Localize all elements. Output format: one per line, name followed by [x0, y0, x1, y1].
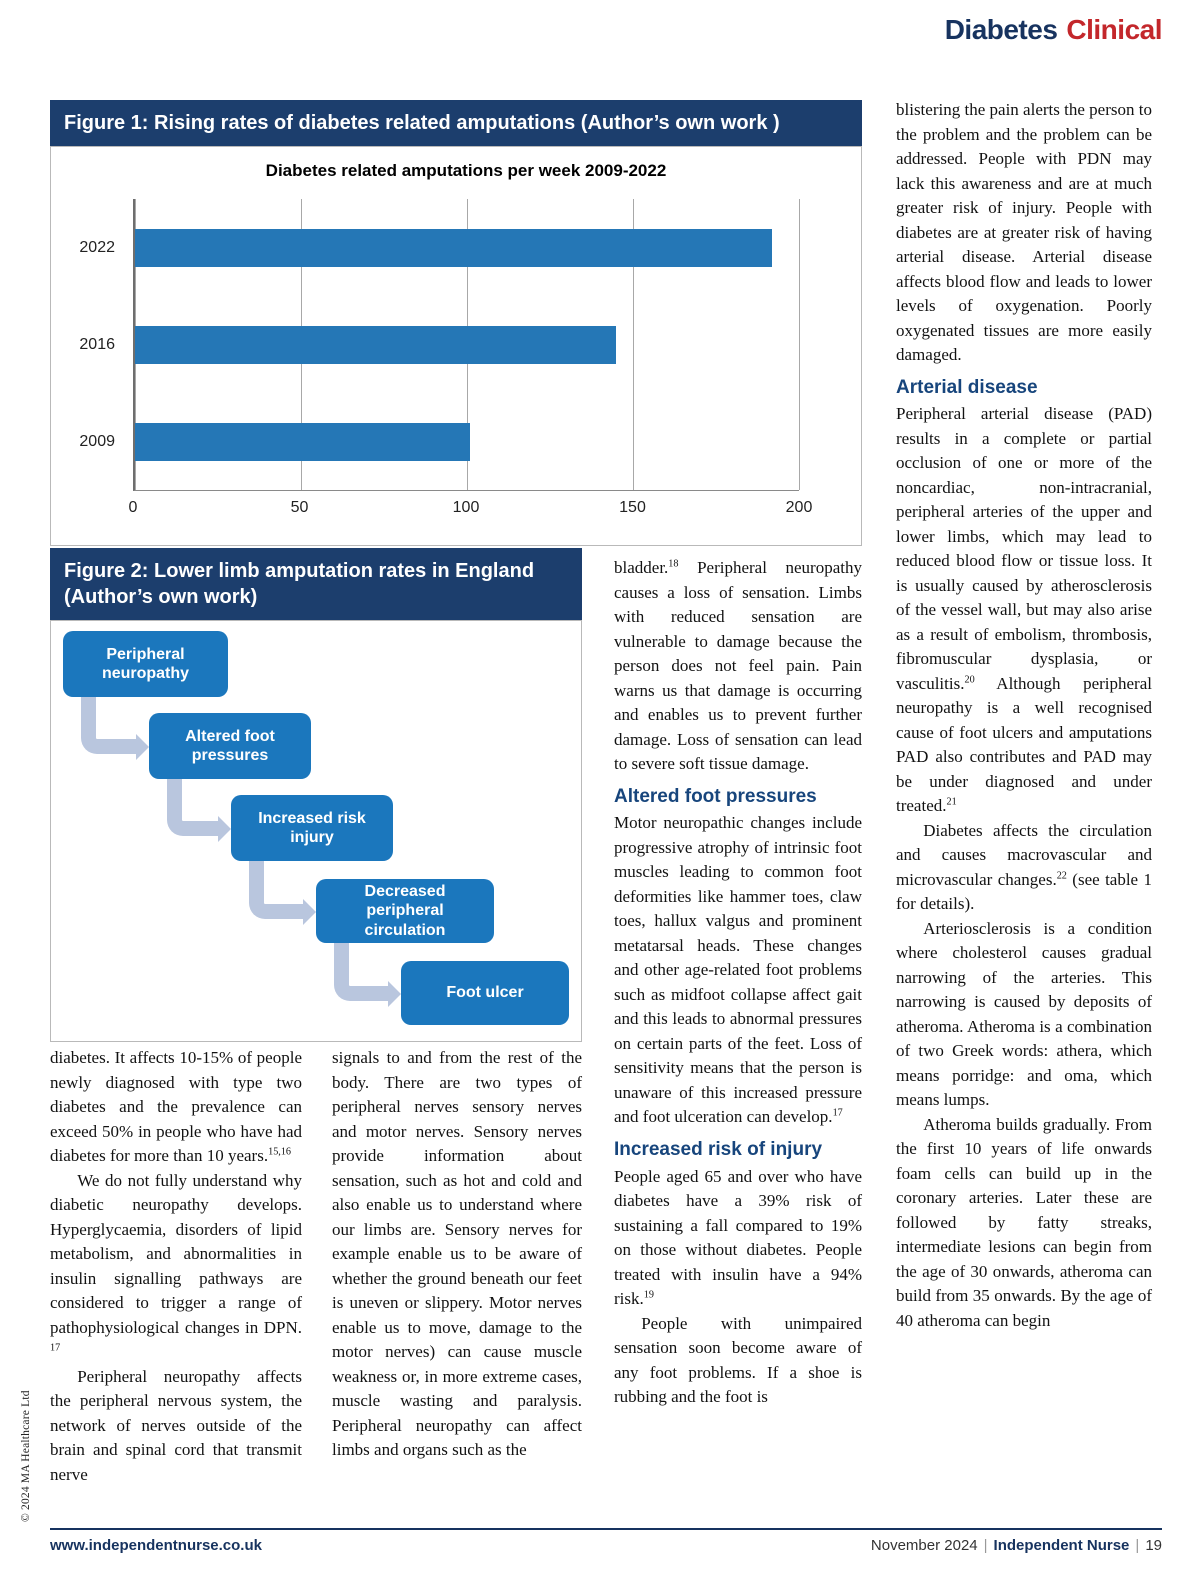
article-paragraph: Motor neuropathic changes include progre… — [614, 813, 862, 1127]
article-heading: Increased risk of injury — [614, 1138, 823, 1160]
flow-box-foot-ulcer: Foot ulcer — [401, 961, 569, 1025]
reference-superscript: 15,16 — [268, 1146, 292, 1158]
article-paragraph: Peripheral neuropathy affects the periph… — [50, 1366, 302, 1484]
footer-issue-info: November 2024 | Independent Nurse | 19 — [871, 1537, 1162, 1554]
chart-category-labels: 2022 2016 2009 — [51, 199, 127, 491]
footer-website-link[interactable]: www.independentnurse.co.uk — [50, 1537, 262, 1554]
bar-2016 — [135, 325, 617, 364]
article-paragraph: diabetes. It affects 10-15% of people ne… — [50, 1048, 302, 1165]
article-column-right: blistering the pain alerts the person to… — [896, 98, 1152, 1333]
chart-x-tick-label: 150 — [619, 499, 646, 516]
figure-2: Figure 2: Lower limb amputation rates in… — [50, 548, 582, 1042]
chart-category-label: 2022 — [79, 238, 115, 256]
article-paragraph: signals to and from the rest of the body… — [332, 1048, 582, 1459]
chart-title: Diabetes related amputations per week 20… — [265, 161, 667, 180]
figure-1-chart: Diabetes related amputations per week 20… — [50, 146, 862, 546]
footer-page-number: 19 — [1145, 1537, 1162, 1554]
masthead-section-label: Diabetes — [944, 14, 1058, 45]
copyright-notice: © 2024 MA Healthcare Ltd — [20, 1390, 32, 1522]
chart-plot — [133, 199, 800, 491]
chart-x-tick-label: 0 — [128, 499, 138, 516]
flow-arrow-icon — [167, 779, 231, 842]
chart-category-label: 2016 — [79, 335, 115, 353]
article-column-middle: bladder.18 Peripheral neuropathy causes … — [614, 556, 862, 1410]
article-paragraph: Atheroma builds gradually. From the firs… — [896, 1114, 1152, 1330]
chart-gridline — [633, 199, 634, 490]
article-paragraph: bladder.18 Peripheral neuropathy causes … — [614, 558, 862, 773]
flow-box-peripheral-neuropathy: Peripheral neuropathy — [63, 631, 228, 697]
figure-1-title: Figure 1: Rising rates of diabetes relat… — [50, 100, 862, 146]
footer-rule — [50, 1528, 1162, 1530]
page-masthead: Diabetes Clinical — [944, 14, 1163, 46]
masthead-category-label: Clinical — [1066, 14, 1162, 45]
flow-box-decreased-peripheral-circulation: Decreased peripheral circulation — [316, 879, 494, 943]
page-footer: www.independentnurse.co.uk November 2024… — [50, 1537, 1162, 1554]
flow-box-increased-risk-injury: Increased risk injury — [231, 795, 393, 861]
article-paragraph: We do not fully understand why diabetic … — [50, 1170, 302, 1354]
reference-superscript: 19 — [643, 1289, 654, 1301]
chart-x-tick-label: 50 — [290, 499, 309, 516]
article-paragraph: Diabetes affects the circulation and cau… — [896, 820, 1153, 914]
article-paragraph: People aged 65 and over who have diabete… — [614, 1166, 862, 1309]
article-paragraph: blistering the pain alerts the person to… — [896, 100, 1152, 364]
article-paragraph: People with unimpaired sensation soon be… — [614, 1313, 862, 1407]
chart-x-tick-label: 100 — [452, 499, 480, 516]
figure-2-title: Figure 2: Lower limb amputation rates in… — [50, 548, 582, 620]
article-paragraph: Arteriosclerosis is a condition where ch… — [896, 918, 1152, 1110]
article-paragraph: Peripheral arterial disease (PAD) result… — [896, 404, 1152, 816]
footer-date: November 2024 — [870, 1537, 978, 1554]
article-heading: Arterial disease — [896, 376, 1038, 398]
chart-bar-row — [135, 296, 799, 393]
article-column-bottom-center: signals to and from the rest of the body… — [332, 1046, 582, 1463]
bar-2022 — [135, 228, 773, 267]
chart-x-axis: 0 50 100 150 200 — [129, 499, 813, 523]
chart-gridline — [799, 199, 800, 490]
chart-bar-row — [135, 393, 799, 490]
chart-category-label: 2009 — [79, 433, 115, 451]
flow-arrow-icon — [81, 697, 149, 760]
flow-arrow-icon — [334, 943, 401, 1007]
chart-bars — [135, 199, 799, 490]
reference-superscript: 22 — [1056, 870, 1067, 882]
figure-1: Figure 1: Rising rates of diabetes relat… — [50, 100, 862, 546]
reference-superscript: 17 — [50, 1342, 61, 1354]
chart-x-tick-label: 200 — [785, 499, 813, 516]
footer-separator: | — [983, 1537, 988, 1554]
bar-2009 — [135, 422, 471, 461]
reference-superscript: 18 — [668, 558, 679, 570]
article-column-bottom-left: diabetes. It affects 10-15% of people ne… — [50, 1046, 302, 1487]
chart-bar-row — [135, 199, 799, 296]
flow-box-altered-foot-pressures: Altered foot pressures — [149, 713, 311, 779]
article-heading: Altered foot pressures — [614, 785, 817, 807]
footer-magazine-name: Independent Nurse — [993, 1537, 1130, 1554]
reference-superscript: 21 — [946, 796, 957, 808]
reference-superscript: 20 — [964, 674, 975, 686]
footer-separator: | — [1135, 1537, 1140, 1554]
reference-superscript: 17 — [832, 1107, 843, 1119]
flow-arrow-icon — [249, 861, 316, 925]
figure-2-diagram: Peripheral neuropathy Altered foot press… — [50, 620, 582, 1042]
